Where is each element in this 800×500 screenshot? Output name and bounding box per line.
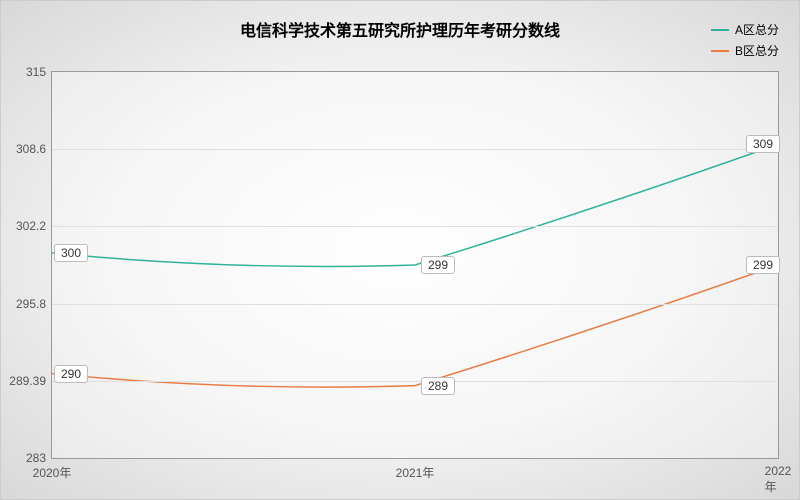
legend-item-a: A区总分 — [711, 21, 779, 38]
y-tick-label: 289.39 — [9, 374, 46, 388]
plot-area: 283289.39295.8302.2308.63152020年2021年202… — [51, 71, 779, 459]
line-layer — [52, 72, 778, 458]
gridline — [52, 149, 778, 150]
x-tick-label: 2021年 — [396, 464, 435, 481]
y-tick-label: 295.8 — [16, 297, 46, 311]
chart-title: 电信科学技术第五研究所护理历年考研分数线 — [1, 17, 799, 41]
y-tick-label: 315 — [26, 65, 46, 79]
legend-swatch-a — [711, 29, 729, 31]
gridline — [52, 304, 778, 305]
series-line-0 — [52, 144, 778, 266]
x-tick-label: 2020年 — [33, 464, 72, 481]
x-tick-label: 2022年 — [765, 464, 792, 495]
legend-label-b: B区总分 — [735, 42, 779, 59]
data-label: 299 — [746, 256, 780, 274]
legend: A区总分 B区总分 — [711, 21, 779, 63]
data-label: 299 — [421, 256, 455, 274]
legend-swatch-b — [711, 50, 729, 52]
data-label: 290 — [54, 365, 88, 383]
y-tick-label: 308.6 — [16, 142, 46, 156]
gridline — [52, 381, 778, 382]
chart-container: 电信科学技术第五研究所护理历年考研分数线 A区总分 B区总分 283289.39… — [0, 0, 800, 500]
legend-label-a: A区总分 — [735, 21, 779, 38]
legend-item-b: B区总分 — [711, 42, 779, 59]
gridline — [52, 226, 778, 227]
y-tick-label: 302.2 — [16, 219, 46, 233]
data-label: 289 — [421, 377, 455, 395]
series-line-1 — [52, 265, 778, 387]
y-tick-label: 283 — [26, 451, 46, 465]
data-label: 309 — [746, 135, 780, 153]
data-label: 300 — [54, 244, 88, 262]
